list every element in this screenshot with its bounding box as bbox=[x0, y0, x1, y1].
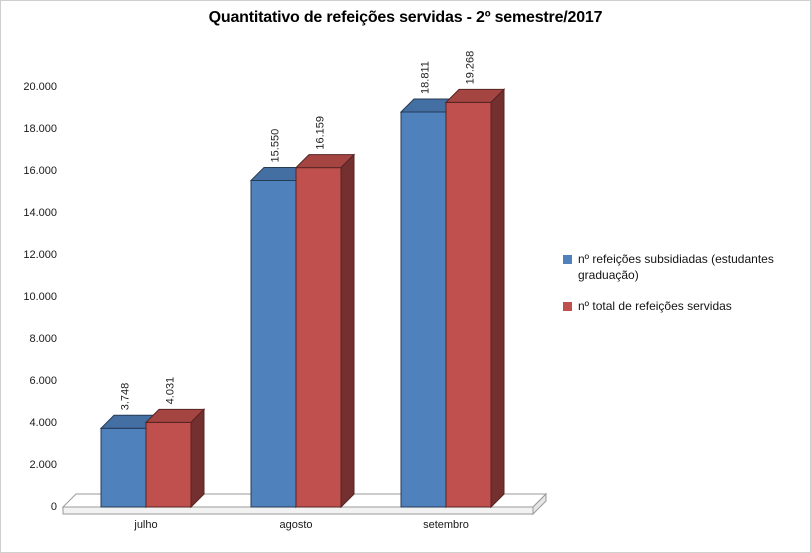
chart-floor-side bbox=[532, 492, 547, 516]
y-tick-label: 2.000 bbox=[29, 459, 57, 471]
bar-front-setembro-s0 bbox=[400, 111, 447, 508]
y-tick-label: 0 bbox=[50, 501, 57, 513]
y-tick-label: 10.000 bbox=[23, 291, 57, 303]
legend-swatch-red-icon bbox=[563, 302, 572, 312]
y-tick-label: 4.000 bbox=[29, 417, 57, 429]
bar-front-agosto-s0 bbox=[250, 179, 297, 508]
bar-front-julho-s0 bbox=[100, 427, 147, 508]
y-tick-label: 20.000 bbox=[23, 81, 57, 93]
legend-item-subsidiadas: nº refeições subsidiadas (estudantes gra… bbox=[563, 251, 799, 283]
legend: nº refeições subsidiadas (estudantes gra… bbox=[563, 251, 799, 330]
legend-swatch-blue-icon bbox=[563, 255, 572, 264]
bar-value-label: 18.811 bbox=[420, 61, 432, 94]
y-tick-label: 14.000 bbox=[23, 207, 57, 219]
bar-value-label: 4.031 bbox=[165, 377, 177, 405]
y-tick-label: 18.000 bbox=[23, 123, 57, 135]
x-category-label: setembro bbox=[423, 519, 469, 531]
bar-side-agosto-s1 bbox=[340, 153, 355, 509]
x-category-label: agosto bbox=[279, 519, 313, 531]
y-tick-label: 12.000 bbox=[23, 249, 57, 261]
bar-front-julho-s1 bbox=[145, 421, 192, 508]
bar-value-label: 16.159 bbox=[315, 116, 327, 150]
y-tick-label: 6.000 bbox=[29, 375, 57, 387]
bar-side-julho-s1 bbox=[190, 408, 205, 509]
bar-value-label: 3.748 bbox=[120, 383, 132, 411]
x-category-label: julho bbox=[134, 519, 158, 531]
y-tick-label: 16.000 bbox=[23, 165, 57, 177]
chart-floor-front bbox=[62, 506, 534, 515]
legend-item-total: nº total de refeições servidas bbox=[563, 298, 799, 314]
bar-front-agosto-s1 bbox=[295, 167, 342, 508]
legend-label: nº total de refeições servidas bbox=[578, 299, 732, 314]
bar-side-setembro-s1 bbox=[490, 88, 505, 509]
bar-value-label: 15.550 bbox=[270, 129, 282, 163]
legend-label: nº refeições subsidiadas (estudantes gra… bbox=[578, 252, 774, 283]
bar-front-setembro-s1 bbox=[445, 101, 492, 508]
chart-title: Quantitativo de refeições servidas - 2º … bbox=[208, 9, 603, 26]
bar-value-label: 19.268 bbox=[465, 51, 477, 85]
y-tick-label: 8.000 bbox=[29, 333, 57, 345]
